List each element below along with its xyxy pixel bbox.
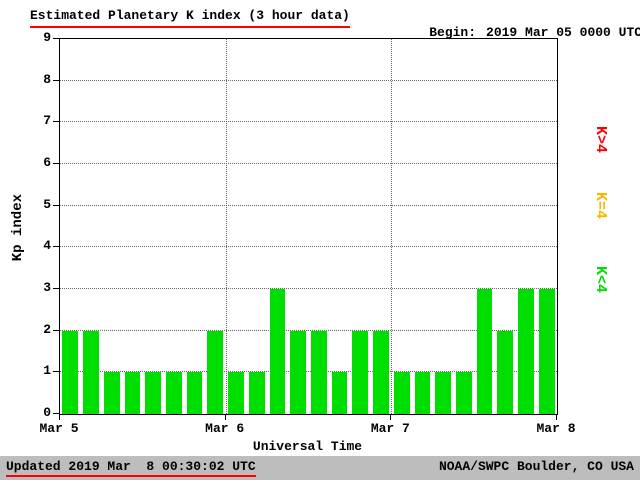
kp-bar [269, 289, 286, 414]
y-axis-label: Kp index [10, 194, 26, 262]
begin-row: Begin: 2019 Mar 05 0000 UTC [398, 10, 640, 55]
y-tick-mark [53, 413, 59, 414]
kp-bar [331, 372, 348, 414]
kp-bar [497, 330, 514, 414]
y-tick-label: 9 [43, 30, 51, 45]
begin-label: Begin: [429, 25, 477, 45]
kp-bar [62, 330, 79, 414]
y-tick-label: 0 [43, 405, 51, 420]
begin-value: 2019 Mar 05 0000 UTC [486, 25, 640, 40]
y-tick-mark [53, 38, 59, 39]
kp-bar [373, 330, 389, 414]
chart-title: Estimated Planetary K index (3 hour data… [30, 8, 350, 28]
x-tick-mark [59, 415, 60, 420]
grid-line-horizontal [60, 121, 557, 123]
x-tick-label: Mar 6 [205, 421, 245, 436]
grid-line-horizontal [60, 163, 557, 164]
y-tick-label: 4 [43, 238, 51, 254]
kp-bar [103, 372, 120, 414]
y-tick-label: 8 [43, 71, 51, 87]
grid-line-horizontal [60, 246, 557, 248]
grid-line-horizontal [60, 371, 557, 373]
grid-line-vertical [391, 39, 393, 414]
source-credit: NOAA/SWPC Boulder, CO USA [438, 459, 634, 474]
y-tick-label: 7 [43, 113, 51, 129]
y-tick-label: 5 [43, 196, 51, 212]
kp-bar [166, 372, 182, 414]
y-tick-mark [53, 288, 59, 289]
kp-bar [310, 330, 327, 414]
kp-bar [186, 372, 203, 414]
y-tick-mark [53, 329, 59, 331]
legend-k-lt-4: K<4 [592, 266, 609, 294]
kp-bar [393, 372, 410, 414]
updated-timestamp: Updated 2019 Mar 8 00:30:02 UTC [6, 459, 256, 477]
x-tick-label: Mar 5 [39, 421, 79, 436]
y-tick-label: 3 [43, 280, 51, 295]
x-tick-mark [390, 415, 392, 420]
kp-bar [455, 372, 472, 414]
kp-bar [352, 330, 369, 414]
plot-area [59, 38, 558, 415]
footer-band: Updated 2019 Mar 8 00:30:02 UTC NOAA/SWP… [0, 456, 640, 480]
kp-bar [207, 330, 224, 414]
y-tick-mark [53, 246, 59, 248]
x-tick-mark [556, 415, 557, 420]
x-tick-label: Mar 7 [370, 421, 410, 436]
y-tick-label: 1 [43, 363, 51, 379]
x-tick-mark [224, 415, 226, 420]
kp-bar [518, 289, 534, 414]
y-tick-mark [53, 121, 59, 123]
grid-line-horizontal [60, 288, 557, 289]
grid-line-vertical [225, 39, 227, 414]
y-tick-mark [53, 204, 59, 206]
y-tick-mark [53, 79, 59, 81]
x-axis-label: Universal Time [252, 439, 363, 454]
kp-bar [228, 372, 244, 414]
kp-bar [248, 372, 265, 414]
kp-bar [145, 372, 162, 414]
y-tick-mark [53, 371, 59, 373]
grid-line-horizontal [60, 204, 557, 206]
y-tick-mark [53, 163, 59, 164]
y-tick-label: 2 [43, 321, 51, 337]
x-tick-label: Mar 8 [536, 421, 576, 436]
kp-bar [414, 372, 431, 414]
kp-bar [124, 372, 141, 414]
kp-bar [538, 289, 555, 414]
legend-k-gt-4: K>4 [592, 126, 609, 154]
kp-bar [83, 330, 99, 414]
y-tick-label: 6 [43, 155, 51, 170]
kp-bar [435, 372, 451, 414]
kp-bar [476, 289, 493, 414]
legend-k-eq-4: K=4 [592, 192, 609, 220]
grid-line-horizontal [60, 79, 557, 81]
kp-bar [290, 330, 306, 414]
grid-line-horizontal [60, 329, 557, 331]
